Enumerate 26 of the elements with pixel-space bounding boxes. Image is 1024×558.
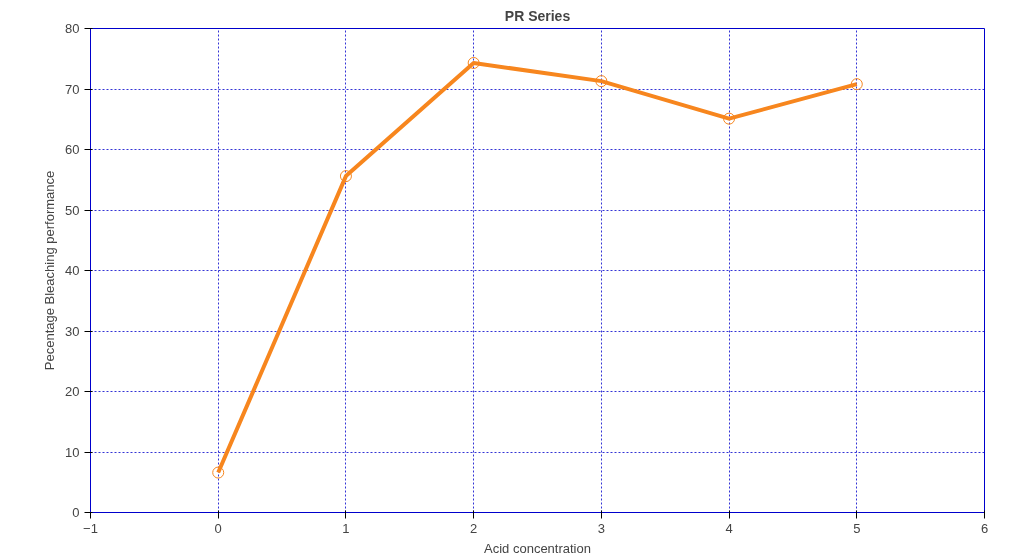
y-tick-label: 50 [65, 202, 80, 218]
x-tick-label: 4 [725, 520, 733, 536]
x-tick-label: −1 [83, 520, 98, 536]
point [339, 170, 352, 183]
x-tick-label: 3 [597, 520, 605, 536]
y-tick-label: 70 [65, 81, 80, 97]
y-axis-title: Pecentage Bleaching performance [42, 170, 58, 371]
chart-title: PR Series [504, 7, 571, 24]
y-tick-label: 40 [65, 263, 80, 278]
x-tick-label: 1 [342, 520, 350, 536]
y-tick-label: 10 [65, 444, 80, 460]
y-tick-label: 60 [65, 142, 80, 157]
y-tick-label: 0 [72, 505, 80, 520]
y-tick-label: 20 [65, 384, 80, 399]
y-tick-label: 80 [65, 21, 80, 36]
x-tick-label: 6 [980, 520, 989, 536]
point [595, 75, 608, 88]
point [850, 78, 863, 91]
point [723, 112, 736, 125]
x-tick-label: 0 [214, 520, 222, 536]
point [212, 466, 225, 479]
x-tick-label: 2 [470, 520, 478, 536]
x-axis-title: Acid concentration [484, 540, 591, 556]
y-tick-label: 30 [65, 323, 80, 339]
x-tick-label: 5 [853, 520, 861, 536]
point [467, 57, 480, 69]
